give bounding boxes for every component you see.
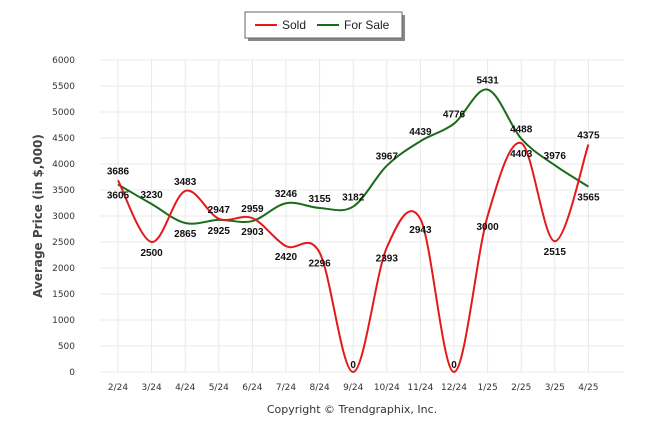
x-tick-label: 11/24 — [407, 383, 433, 393]
data-label-for-sale: 3182 — [342, 193, 365, 204]
x-tick-label: 5/24 — [209, 383, 229, 393]
series-line-for-sale — [117, 88, 589, 225]
y-tick-label: 3500 — [52, 186, 75, 196]
x-axis-ticks: 2/24 3/24 4/24 5/24 6/24 7/24 8/24 9/24 10/24 11/… — [108, 383, 599, 393]
legend-label-sold: Sold — [282, 18, 306, 32]
y-tick-label: 0 — [69, 368, 75, 378]
x-tick-label: 6/24 — [242, 383, 262, 393]
legend-label-for-sale: For Sale — [344, 18, 390, 32]
y-tick-label: 4500 — [52, 134, 75, 144]
x-tick-label: 10/24 — [374, 383, 400, 393]
data-label-sold: 3000 — [476, 222, 499, 233]
x-tick-label: 9/24 — [343, 383, 363, 393]
data-label-for-sale: 4439 — [409, 127, 432, 138]
data-label-for-sale: 5431 — [476, 76, 499, 87]
data-label-sold: 4375 — [577, 131, 600, 142]
y-tick-label: 2500 — [52, 238, 75, 248]
data-label-sold: 2947 — [208, 205, 231, 216]
x-tick-label: 3/25 — [545, 383, 565, 393]
data-label-for-sale: 3155 — [308, 194, 331, 205]
grid-lines — [100, 59, 624, 373]
series-lines — [117, 88, 590, 374]
data-label-for-sale: 2925 — [208, 226, 231, 237]
data-label-sold: 2943 — [409, 225, 432, 236]
data-label-for-sale: 3967 — [376, 152, 399, 163]
data-label-sold: 2515 — [544, 247, 567, 258]
y-tick-label: 5500 — [52, 82, 75, 92]
data-label-for-sale: 2865 — [174, 229, 197, 240]
data-label-sold: 4403 — [510, 149, 533, 160]
data-label-for-sale: 3976 — [544, 151, 567, 162]
x-tick-label: 2/25 — [511, 383, 531, 393]
data-label-sold: 2959 — [241, 204, 264, 215]
series-line-sold — [117, 142, 590, 374]
y-tick-label: 1000 — [52, 316, 75, 326]
data-label-sold: 0 — [451, 360, 457, 371]
x-tick-label: 7/24 — [276, 383, 296, 393]
data-label-sold: 2296 — [308, 259, 331, 270]
x-tick-label: 3/24 — [141, 383, 161, 393]
y-tick-label: 2000 — [52, 264, 75, 274]
data-label-for-sale: 3246 — [275, 189, 298, 200]
x-tick-label: 1/25 — [477, 383, 497, 393]
y-tick-label: 5000 — [52, 108, 75, 118]
data-label-for-sale: 3230 — [140, 190, 163, 201]
data-label-sold: 3483 — [174, 177, 197, 188]
data-label-sold: 2500 — [140, 248, 163, 259]
data-label-for-sale: 3605 — [107, 191, 130, 202]
x-tick-label: 4/24 — [175, 383, 195, 393]
data-label-for-sale: 4776 — [443, 110, 466, 121]
data-label-sold: 2393 — [376, 254, 399, 265]
y-tick-label: 6000 — [52, 56, 75, 66]
data-label-sold: 0 — [350, 360, 356, 371]
y-tick-label: 500 — [58, 342, 75, 352]
x-tick-label: 4/25 — [578, 383, 598, 393]
data-label-sold: 3686 — [107, 166, 130, 177]
data-label-sold: 2420 — [275, 252, 298, 263]
y-tick-label: 4000 — [52, 160, 75, 170]
y-axis-ticks: 0 500 1000 1500 2000 2500 3000 3500 4000 4500 5000… — [52, 56, 75, 378]
x-tick-label: 12/24 — [441, 383, 467, 393]
y-axis-title: Average Price (in $,000) — [31, 134, 45, 298]
data-label-for-sale: 2903 — [241, 227, 264, 238]
data-labels: 3686 2500 3483 2947 2959 2420 2296 0 2393 2943 0 30… — [107, 76, 600, 371]
legend: Sold For Sale — [244, 11, 405, 41]
copyright-text: Copyright © Trendgraphix, Inc. — [267, 403, 437, 416]
x-tick-label: 2/24 — [108, 383, 128, 393]
x-tick-label: 8/24 — [309, 383, 329, 393]
data-label-for-sale: 3565 — [577, 193, 600, 204]
y-tick-label: 3000 — [52, 212, 75, 222]
y-tick-label: 1500 — [52, 290, 75, 300]
data-label-for-sale: 4488 — [510, 125, 533, 136]
